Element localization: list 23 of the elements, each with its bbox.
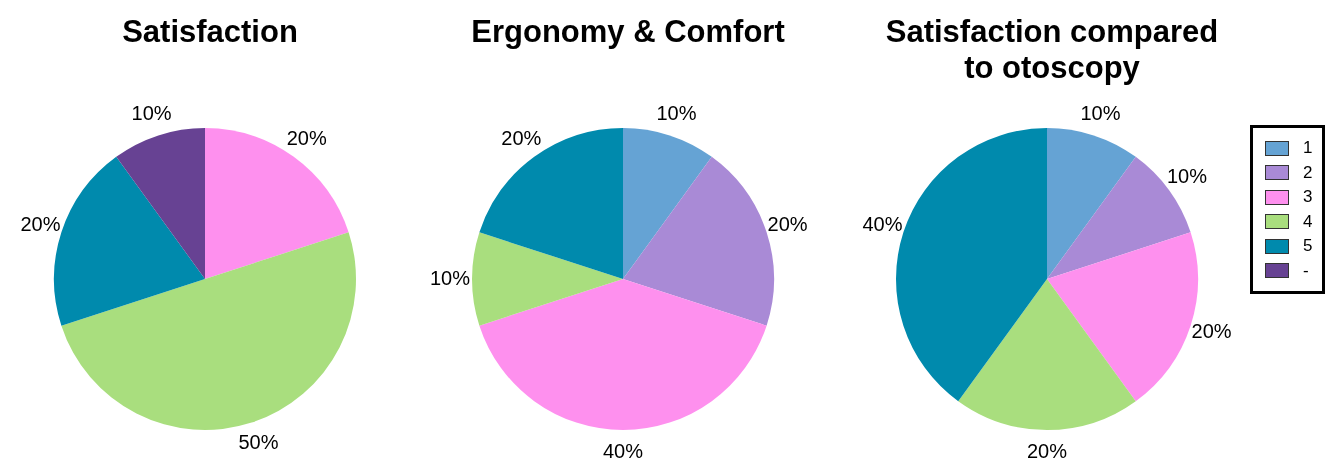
data-label: 40% xyxy=(862,213,903,236)
data-label: 10% xyxy=(429,266,471,289)
data-label: 10% xyxy=(656,101,697,124)
data-label: 20% xyxy=(1191,319,1232,342)
data-label: 20% xyxy=(501,126,542,149)
data-label: 10% xyxy=(1080,101,1121,124)
legend-label: 1 xyxy=(1303,137,1313,159)
chart-title: Satisfaction compared to otoscopy xyxy=(884,14,1220,86)
chart-title: Satisfaction xyxy=(121,14,299,50)
data-label: 20% xyxy=(286,126,327,149)
legend-label: 3 xyxy=(1303,186,1313,208)
data-label: 10% xyxy=(1166,164,1208,187)
data-label: 40% xyxy=(602,439,644,462)
legend-label: - xyxy=(1303,259,1309,282)
legend-label: 4 xyxy=(1303,210,1313,233)
chart-title: Ergonomy & Comfort xyxy=(470,14,786,50)
data-label: 10% xyxy=(131,101,172,124)
legend-label: 2 xyxy=(1303,161,1313,184)
legend-label: 5 xyxy=(1303,235,1313,257)
data-label: 20% xyxy=(767,213,808,236)
data-label: 50% xyxy=(238,431,279,454)
data-label: 20% xyxy=(20,213,61,236)
data-label: 20% xyxy=(1026,439,1068,462)
